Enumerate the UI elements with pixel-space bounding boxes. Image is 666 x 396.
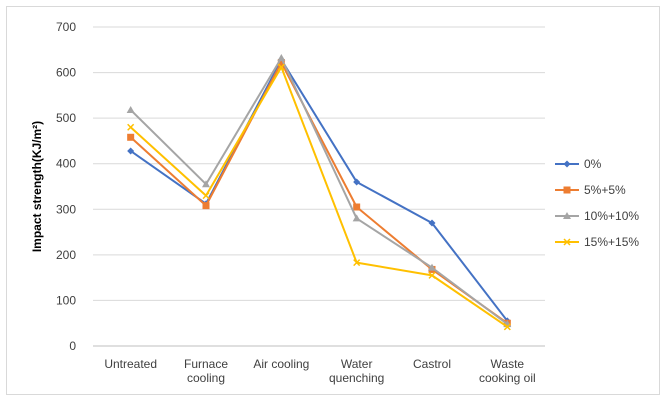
series-3-point	[202, 192, 210, 200]
series-2-point	[126, 105, 135, 113]
legend-swatch-marker	[563, 238, 571, 246]
series-3-point	[503, 323, 511, 331]
series-2-point	[277, 53, 286, 61]
x-tick-label: Furnace cooling	[184, 357, 228, 385]
x-tick-label-line: cooling	[187, 371, 225, 385]
series-0-point	[353, 178, 361, 186]
x-tick-label: Waste cooking oil	[479, 357, 536, 385]
legend-label: 0%	[584, 157, 602, 171]
legend-swatch-marker	[563, 212, 571, 219]
y-tick-label: 500	[56, 111, 76, 125]
y-tick-label: 0	[69, 339, 76, 353]
series-1-point	[277, 59, 285, 67]
series-1-point	[202, 202, 210, 210]
x-tick-label-line: quenching	[329, 371, 384, 385]
series-line-1	[129, 61, 508, 325]
y-tick-label: 300	[56, 202, 76, 216]
series-0-point	[428, 219, 436, 227]
legend-swatch-marker	[563, 186, 571, 194]
y-tick-label: 700	[56, 20, 76, 34]
series-2-point	[428, 263, 436, 271]
x-tick-label-line: Furnace	[184, 357, 228, 371]
legend-label: 5%+5%	[584, 183, 626, 197]
x-tick-label: Air cooling	[253, 357, 309, 371]
x-tick-label-line: Castrol	[413, 357, 451, 371]
series-2-point	[352, 214, 361, 222]
y-tick-label: 100	[56, 293, 76, 307]
x-tick-label-line: Waste	[491, 357, 525, 371]
chart-border	[6, 6, 660, 395]
series-3-point	[127, 123, 135, 131]
y-axis-title: Impact strength(KJ/m²)	[30, 121, 44, 252]
legend-swatch-marker	[563, 160, 571, 168]
series-3-point	[353, 259, 361, 267]
series-2-point	[202, 180, 210, 188]
x-tick-label-line: Untreated	[104, 357, 157, 371]
legend-label: 15%+15%	[584, 235, 639, 249]
x-tick-label-line: Water	[341, 357, 373, 371]
y-tick-label: 600	[56, 66, 76, 80]
y-tick-label: 200	[56, 248, 76, 262]
x-tick-label: Untreated	[104, 357, 157, 371]
series-1-point	[127, 133, 135, 141]
x-tick-label-line: Air cooling	[253, 357, 309, 371]
series-line-3	[129, 66, 508, 328]
series-0-point	[127, 147, 135, 155]
series-1-point	[353, 203, 361, 211]
x-tick-label-line: cooking oil	[479, 371, 536, 385]
x-tick-label: Water quenching	[329, 357, 384, 385]
x-tick-label: Castrol	[413, 357, 451, 371]
legend-label: 10%+10%	[584, 209, 639, 223]
series-line-2	[129, 56, 508, 325]
series-3-point	[277, 63, 285, 71]
series-3-point	[428, 271, 436, 279]
y-tick-label: 400	[56, 157, 76, 171]
